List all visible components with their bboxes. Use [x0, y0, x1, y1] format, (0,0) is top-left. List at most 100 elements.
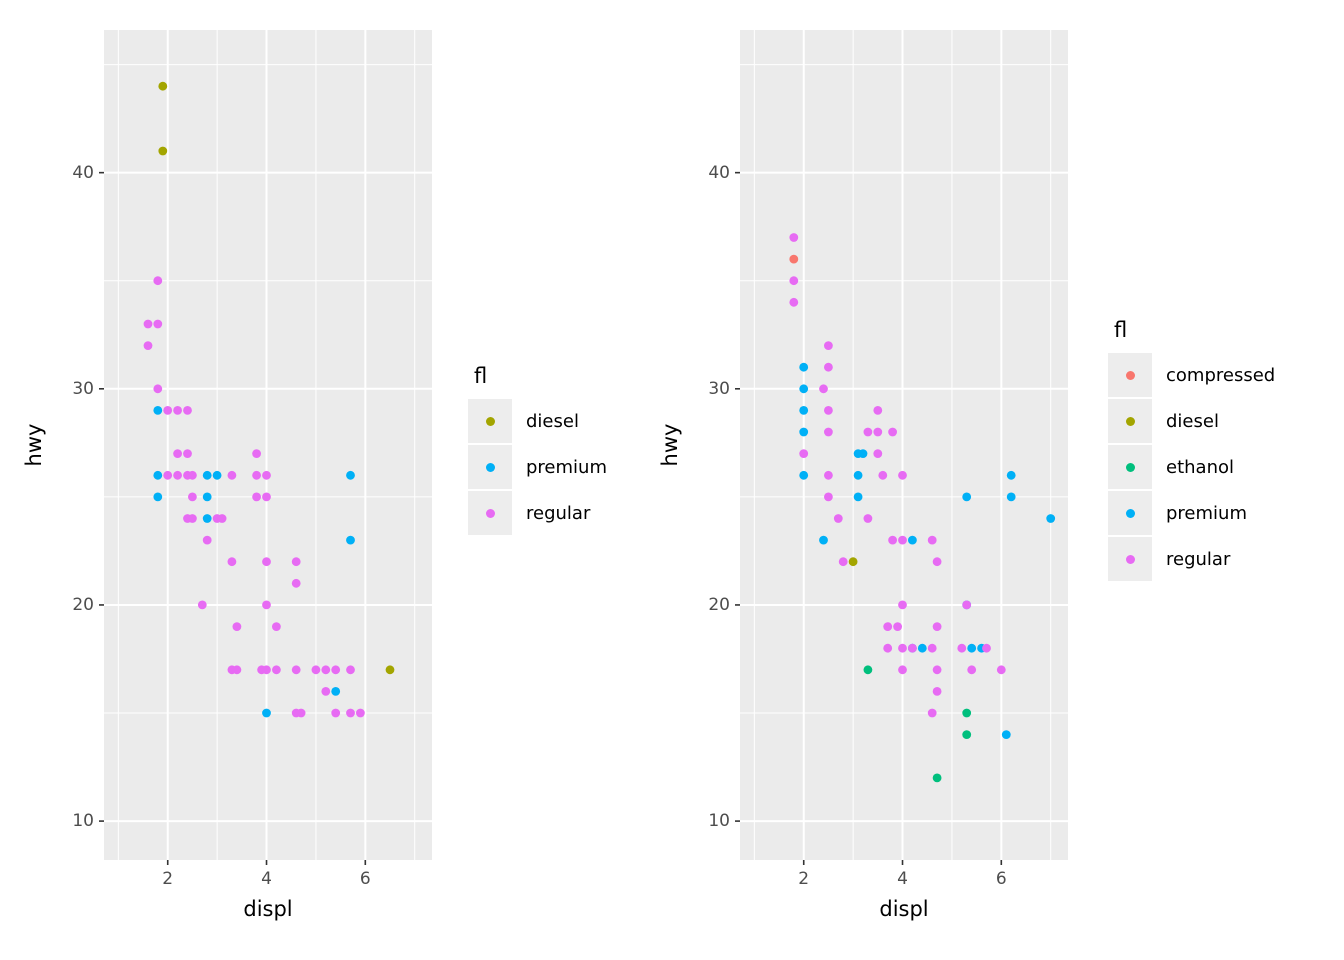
- premium-color-dot-icon: [1125, 508, 1135, 518]
- data-point-premium: [1001, 730, 1011, 739]
- data-point-regular: [873, 406, 883, 415]
- x-tick-label: 2: [798, 869, 810, 889]
- data-point-diesel: [158, 146, 168, 156]
- data-point-regular: [873, 427, 883, 437]
- data-point-ethanol: [962, 730, 972, 739]
- data-point-regular: [143, 341, 153, 350]
- data-point-regular: [888, 535, 897, 545]
- legend-key: [1108, 491, 1152, 535]
- data-point-premium: [799, 362, 809, 372]
- data-point-regular: [197, 600, 207, 610]
- panel-background: [104, 30, 432, 860]
- x-tick-label: 6: [995, 869, 1007, 889]
- data-point-regular: [262, 600, 271, 610]
- data-point-regular: [356, 708, 365, 718]
- data-point-regular: [824, 427, 833, 437]
- data-point-regular: [878, 470, 888, 480]
- legend-label: diesel: [526, 410, 579, 432]
- data-point-regular: [262, 557, 271, 567]
- y-tick-label: 30: [72, 378, 94, 399]
- data-point-regular: [898, 470, 907, 480]
- legend-label: regular: [1166, 548, 1231, 570]
- x-axis-title-left: displ: [243, 897, 293, 921]
- legend-item-regular: regular: [1108, 537, 1275, 581]
- legend-item-premium: premium: [468, 445, 607, 489]
- data-point-regular: [252, 449, 261, 458]
- data-point-premium: [212, 470, 222, 480]
- data-point-regular: [838, 557, 848, 567]
- data-point-regular: [789, 297, 799, 307]
- data-point-premium: [331, 687, 341, 696]
- data-point-regular: [272, 622, 281, 631]
- data-point-regular: [217, 514, 227, 523]
- legend-item-diesel: diesel: [1108, 399, 1275, 443]
- premium-color-dot-icon: [485, 462, 495, 472]
- legend-right: fl compressed diesel ethanol premium regular: [1108, 317, 1275, 583]
- data-point-regular: [982, 643, 991, 653]
- data-point-regular: [252, 470, 261, 480]
- y-axis-title-right: hwy: [658, 423, 682, 467]
- y-tick-label: 10: [72, 811, 94, 832]
- data-point-regular: [183, 406, 192, 415]
- data-point-regular: [188, 470, 197, 480]
- data-point-regular: [331, 708, 341, 718]
- data-point-ethanol: [962, 708, 972, 718]
- data-point-regular: [824, 362, 833, 372]
- plot-panel-left: [99, 30, 432, 865]
- data-point-regular: [908, 643, 917, 653]
- data-point-regular: [898, 600, 907, 610]
- legend-item-diesel: diesel: [468, 399, 607, 443]
- data-point-regular: [163, 470, 173, 480]
- data-point-diesel: [385, 665, 395, 675]
- data-point-premium: [799, 427, 809, 437]
- data-point-regular: [957, 643, 967, 653]
- data-point-regular: [311, 665, 321, 675]
- data-point-regular: [227, 470, 237, 480]
- data-point-diesel: [848, 557, 858, 567]
- data-point-regular: [188, 514, 197, 523]
- data-point-regular: [883, 643, 893, 653]
- legend-left: fl diesel premium regular: [468, 363, 607, 537]
- data-point-premium: [346, 470, 355, 480]
- x-tick-label: 6: [359, 869, 371, 889]
- data-point-regular: [789, 233, 799, 242]
- legend-label: compressed: [1166, 364, 1276, 386]
- data-point-ethanol: [932, 773, 942, 783]
- data-point-regular: [824, 341, 833, 350]
- data-point-regular: [173, 406, 182, 415]
- y-tick-label: 10: [708, 811, 730, 832]
- data-point-regular: [932, 687, 942, 696]
- data-point-premium: [153, 470, 163, 480]
- data-point-regular: [833, 514, 843, 523]
- data-point-premium: [962, 492, 972, 502]
- data-point-regular: [291, 557, 301, 567]
- data-point-premium: [799, 406, 809, 415]
- legend-label: diesel: [1166, 410, 1219, 432]
- data-point-regular: [173, 470, 182, 480]
- compressed-color-dot-icon: [1125, 370, 1135, 380]
- legend-item-ethanol: ethanol: [1108, 445, 1275, 489]
- data-point-regular: [202, 535, 212, 545]
- data-point-regular: [873, 449, 883, 458]
- legend-label: premium: [526, 456, 607, 478]
- data-point-regular: [163, 406, 173, 415]
- plot-panel-right: [735, 30, 1068, 865]
- regular-color-dot-icon: [485, 508, 495, 518]
- data-point-regular: [888, 427, 897, 437]
- data-point-premium: [853, 492, 863, 502]
- data-point-regular: [996, 665, 1006, 675]
- data-point-regular: [824, 492, 833, 502]
- data-point-premium: [799, 470, 809, 480]
- legend-title: fl: [1114, 318, 1128, 342]
- data-point-regular: [962, 600, 972, 610]
- legend-key: [468, 399, 512, 443]
- legend-key: [468, 491, 512, 535]
- data-point-premium: [819, 535, 828, 545]
- data-point-ethanol: [863, 665, 873, 675]
- data-point-premium: [346, 535, 355, 545]
- data-point-premium: [917, 643, 927, 653]
- data-point-regular: [272, 665, 281, 675]
- y-tick-label: 30: [708, 378, 730, 399]
- legend-label: regular: [526, 502, 591, 524]
